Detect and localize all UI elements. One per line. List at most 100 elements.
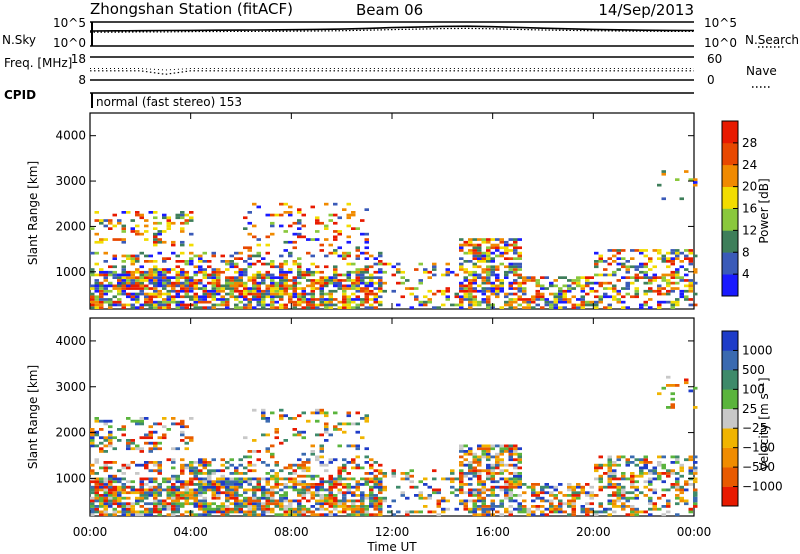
power-cell <box>432 268 437 271</box>
power-cell <box>166 303 171 307</box>
velocity-cell <box>148 430 153 434</box>
velocity-cell <box>108 474 113 478</box>
velocity-cell <box>297 507 302 511</box>
power-cell <box>486 260 491 263</box>
velocity-cell <box>247 513 252 517</box>
velocity-cell <box>648 469 653 473</box>
colorbar-tick-label: −1000 <box>742 480 783 494</box>
velocity-cell <box>198 463 203 467</box>
velocity-cell <box>567 485 572 489</box>
velocity-cell <box>310 494 315 497</box>
power-cell <box>189 279 194 282</box>
power-cell <box>175 295 180 299</box>
velocity-cell <box>184 510 189 514</box>
power-cell <box>292 289 297 293</box>
power-cell <box>661 197 666 201</box>
velocity-cell <box>184 466 189 470</box>
power-cell <box>580 295 585 299</box>
velocity-cell <box>486 444 491 448</box>
velocity-cell <box>229 507 234 511</box>
power-cell <box>319 270 324 274</box>
power-cell <box>508 287 513 290</box>
velocity-cell <box>261 461 266 464</box>
velocity-cell <box>648 477 653 481</box>
power-cell <box>279 303 284 307</box>
nsearch-tick-top: 10^5 <box>704 16 737 30</box>
power-cell <box>216 284 221 288</box>
power-cell <box>486 287 491 290</box>
power-cell <box>211 306 216 309</box>
power-cell <box>193 281 198 285</box>
velocity-cell <box>648 480 653 484</box>
power-cell <box>283 249 288 252</box>
velocity-cell <box>567 494 572 497</box>
velocity-cell <box>103 419 108 423</box>
velocity-cell <box>288 466 293 470</box>
colorbar-tick-label: 8 <box>742 245 750 259</box>
velocity-cell <box>306 458 311 462</box>
beam-label: Beam 06 <box>356 1 423 19</box>
velocity-cell <box>126 466 131 470</box>
power-cell <box>562 306 567 309</box>
velocity-cell <box>364 505 369 508</box>
power-cell <box>252 279 257 282</box>
velocity-cell <box>175 477 180 481</box>
velocity-cell <box>607 483 612 486</box>
velocity-cell <box>504 491 509 495</box>
velocity-cell <box>319 494 324 497</box>
velocity-cell <box>373 483 378 486</box>
power-cell <box>481 281 486 285</box>
power-cell <box>283 240 288 244</box>
velocity-cell <box>486 488 491 492</box>
power-cell <box>301 298 306 301</box>
power-cell <box>535 284 540 288</box>
velocity-cell <box>517 480 522 484</box>
power-cell <box>261 281 266 285</box>
power-cell <box>495 292 500 296</box>
power-cell <box>198 300 203 304</box>
power-cell <box>418 281 423 285</box>
velocity-cell <box>333 505 338 508</box>
power-cell <box>180 287 185 290</box>
velocity-cell <box>198 469 203 473</box>
power-cell <box>283 292 288 296</box>
power-cell <box>301 287 306 290</box>
power-cell <box>463 268 468 271</box>
velocity-cell <box>607 474 612 478</box>
power-cell <box>472 249 477 252</box>
velocity-cell <box>112 447 117 451</box>
power-cell <box>126 270 131 274</box>
velocity-cell <box>310 411 315 415</box>
velocity-cell <box>112 502 117 506</box>
velocity-cell <box>301 491 306 495</box>
colorbar-tick-label: 100 <box>742 382 765 396</box>
power-cell <box>522 287 527 290</box>
power-cell <box>175 273 180 277</box>
velocity-cell <box>207 477 212 481</box>
velocity-cell <box>598 488 603 492</box>
power-cell <box>306 284 311 288</box>
power-cell <box>283 279 288 282</box>
colorbar-tick-label: 20 <box>742 180 757 194</box>
power-cell <box>607 281 612 285</box>
velocity-cell <box>378 463 383 467</box>
power-cell <box>292 281 297 285</box>
velocity-cell <box>238 485 243 489</box>
power-cell <box>279 306 284 309</box>
velocity-cell <box>576 491 581 495</box>
power-cell <box>378 270 383 274</box>
velocity-cell <box>108 466 113 470</box>
power-cell <box>229 295 234 299</box>
velocity-cell <box>184 488 189 492</box>
velocity-cell <box>486 494 491 497</box>
power-cell <box>175 279 180 282</box>
power-cell <box>121 287 126 290</box>
power-cell <box>252 276 257 279</box>
power-cell <box>135 230 140 233</box>
power-cell <box>130 281 135 285</box>
velocity-cell <box>513 450 518 453</box>
velocity-cell <box>108 439 113 442</box>
velocity-cell <box>342 422 347 426</box>
power-cell <box>126 303 131 307</box>
velocity-cell <box>234 502 239 506</box>
